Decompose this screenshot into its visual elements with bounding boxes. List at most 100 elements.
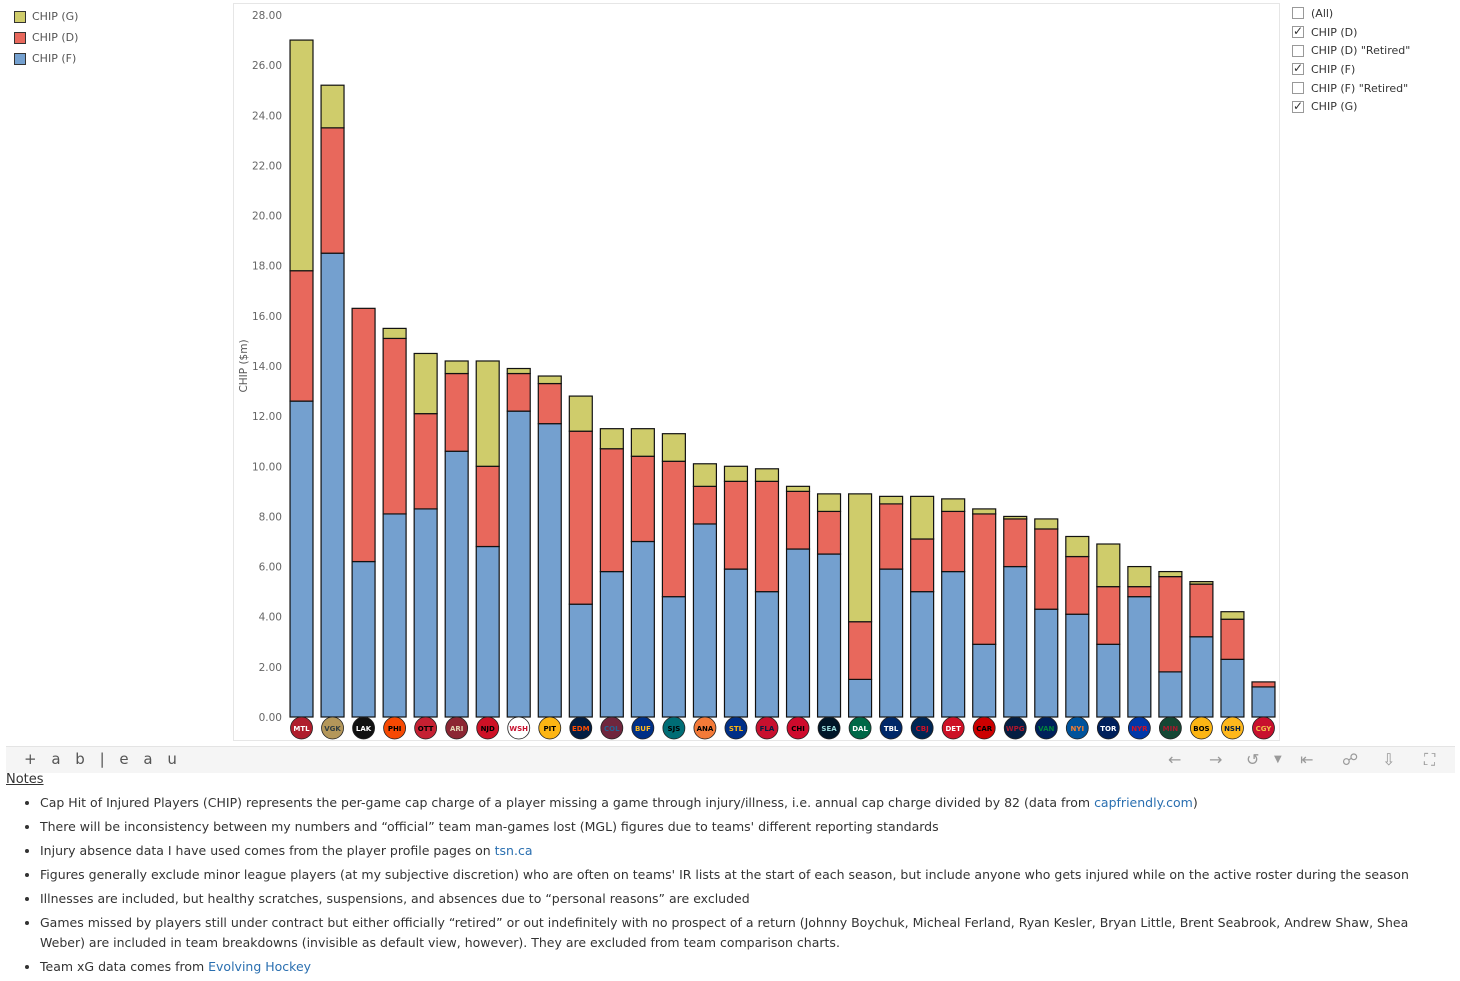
bar-segment [1127,565,1152,588]
download-icon[interactable]: ⇩ [1382,750,1396,769]
team-logo-icon [600,716,624,740]
bar-segment [816,493,842,513]
bar-segment [972,513,997,645]
share-icon[interactable]: ☍ [1342,750,1359,769]
note-text: Cap Hit of Injured Players (CHIP) repres… [40,795,1095,810]
team-logo-label: TBL [884,725,899,733]
filter-option-chip-g[interactable]: CHIP (G) [1292,97,1410,116]
y-tick-label: 20.00 [252,211,282,223]
note-item: Injury absence data I have used comes fr… [40,841,1446,861]
bar-segment [320,252,345,718]
bar-segment [1127,586,1152,598]
team-logo-icon [538,716,562,740]
note-text: Games missed by players still under cont… [40,915,1409,950]
bar-segment [630,540,655,718]
bar-segment [723,480,749,570]
team-logo-icon [755,716,779,740]
checkbox[interactable] [1292,24,1304,39]
bar-segment [382,327,407,340]
team-logo-label: VAN [1038,725,1054,733]
team-logo-icon [817,716,841,740]
redo-icon[interactable]: → [1209,750,1223,769]
team-logo-label: FLA [760,725,775,733]
bar-segment [910,538,935,593]
legend: CHIP (G) CHIP (D) CHIP (F) [14,6,78,69]
tableau-logo[interactable]: + a b | e a u [24,750,182,768]
filter-label: CHIP (D) "Retired" [1311,44,1411,58]
bar-segment [1065,613,1090,718]
revert-icon[interactable]: ↺ [1246,750,1260,769]
y-tick-label: 12.00 [252,411,282,423]
bar-segment [568,430,593,605]
bar-segment [1003,518,1028,568]
bar-segment [1189,636,1214,718]
team-logo-label: CBJ [916,725,929,733]
team-logo-label: COL [604,725,620,733]
note-item: Games missed by players still under cont… [40,913,1446,953]
checkbox[interactable] [1292,99,1304,113]
legend-label: CHIP (D) [32,31,79,44]
team-logo-label: ANA [697,725,714,733]
team-logo-label: SJS [668,725,681,733]
filter-option-chip-d[interactable]: CHIP (D) [1292,23,1410,42]
revert-all-icon[interactable]: ⇤ [1300,750,1314,769]
evolving-hockey-link[interactable]: Evolving Hockey [208,959,312,974]
y-tick-label: 10.00 [252,461,282,473]
team-logo-icon [1158,716,1182,740]
team-logo-label: SEA [821,725,837,733]
bar-segment [661,433,686,462]
undo-icon[interactable]: ← [1168,750,1182,769]
team-logo-icon [414,716,438,740]
legend-item-defense[interactable]: CHIP (D) [14,27,78,48]
bar-segment [599,570,624,718]
filter-option-chip-f[interactable]: CHIP (F) [1292,60,1410,79]
team-logo-label: EDM [572,725,590,733]
filter-option-chip-d-retired[interactable]: CHIP (D) "Retired" [1292,41,1410,60]
tsn-link[interactable]: tsn.ca [494,843,533,858]
checkbox[interactable] [1292,61,1304,76]
checkbox[interactable] [1292,82,1304,95]
checkbox[interactable] [1292,7,1304,20]
team-logo-icon [910,716,934,740]
bar-segment [382,513,407,718]
notes-list: Cap Hit of Injured Players (CHIP) repres… [6,793,1446,977]
bar-segment [785,485,811,492]
note-item: Illnesses are included, but healthy scra… [40,889,1446,909]
bar-segment [1251,681,1276,688]
checkbox[interactable] [1292,44,1304,57]
legend-item-forwards[interactable]: CHIP (F) [14,48,78,69]
bar-segment [723,568,749,718]
fullscreen-icon[interactable]: ⛶ [1424,750,1436,769]
team-logo-icon [1096,716,1120,740]
team-logo-label: NSH [1224,725,1241,733]
bar-segment [847,493,873,623]
bar-segment [1220,618,1245,660]
capfriendly-link[interactable]: capfriendly.com [1094,795,1193,810]
team-logo-icon [1065,716,1089,740]
filter-option-chip-f-retired[interactable]: CHIP (F) "Retired" [1292,79,1410,98]
chevron-down-icon[interactable]: ▼ [1274,754,1282,765]
legend-swatch [14,31,26,44]
note-text: There will be inconsistency between my n… [40,819,939,834]
bar-segment [1003,515,1028,520]
team-logo-label: DAL [852,725,868,733]
legend-item-goalies[interactable]: CHIP (G) [14,6,78,27]
team-logo-label: VGK [324,725,341,733]
team-logo-icon [569,716,593,740]
bar-segment [661,596,686,718]
filter-option-all[interactable]: (All) [1292,4,1410,23]
bar-segment [1158,570,1183,578]
bar-segment [537,423,562,718]
bar-segment [537,375,562,385]
team-logo-label: BOS [1193,725,1209,733]
bar-segment [816,510,842,555]
bar-segment [847,678,873,718]
note-text: Injury absence data I have used comes fr… [40,843,495,858]
team-logo-icon [1190,716,1213,740]
y-tick-label: 4.00 [259,612,282,624]
bar-segment [754,480,780,593]
bar-segment [785,490,811,550]
y-tick-label: 2.00 [259,662,282,674]
bar-segment [972,508,997,515]
series-filter: (All) CHIP (D) CHIP (D) "Retired" CHIP (… [1292,4,1410,116]
